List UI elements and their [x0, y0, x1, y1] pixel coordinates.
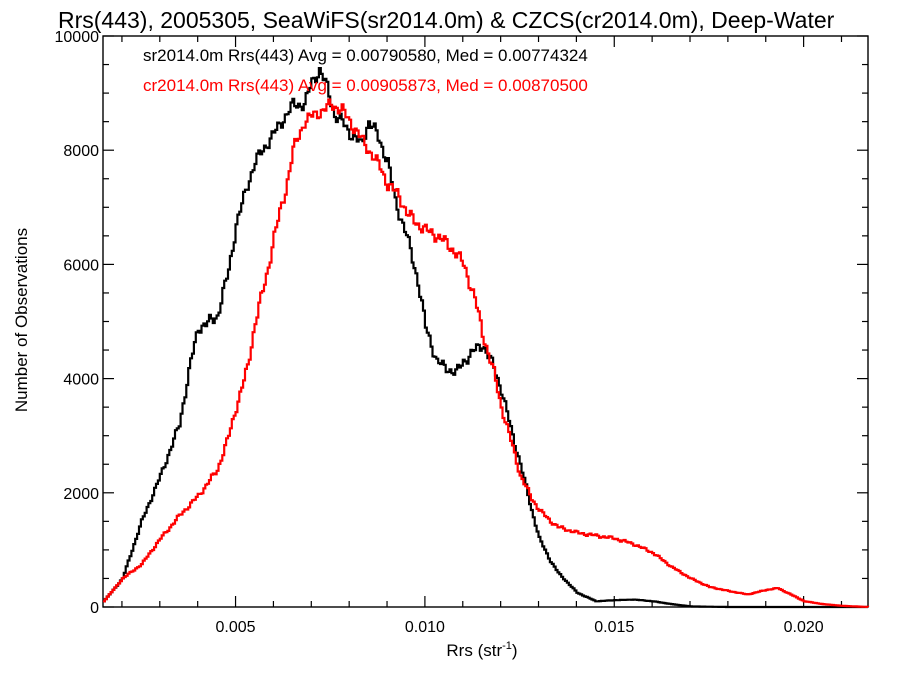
- series-line-2: [103, 98, 870, 608]
- y-tick-label: 2000: [63, 486, 99, 503]
- axis-ticks: [103, 35, 868, 608]
- legend-entry-2: cr2014.0m Rrs(443) Avg = 0.00905873, Med…: [143, 76, 588, 95]
- series-line-1: [103, 67, 868, 609]
- x-tick-label: 0.005: [216, 619, 256, 636]
- y-tick-label: 10000: [55, 29, 100, 46]
- x-tick-label: 0.020: [784, 619, 824, 636]
- legend: sr2014.0m Rrs(443) Avg = 0.00790580, Med…: [143, 46, 588, 95]
- plot-frame: [102, 35, 869, 608]
- y-axis-label: Number of Observations: [12, 228, 31, 412]
- x-tick-label: 0.010: [405, 619, 445, 636]
- legend-entry-1: sr2014.0m Rrs(443) Avg = 0.00790580, Med…: [143, 46, 588, 65]
- chart-title: Rrs(443), 2005305, SeaWiFS(sr2014.0m) & …: [58, 7, 835, 33]
- x-axis-label: Rrs (str-1): [446, 640, 517, 660]
- y-tick-label: 0: [90, 600, 99, 617]
- x-tick-label: 0.015: [594, 619, 634, 636]
- y-tick-labels: 0 2000 4000 6000 8000 10000: [55, 29, 100, 617]
- y-tick-label: 4000: [63, 372, 99, 389]
- x-tick-labels: 0.005 0.010 0.015 0.020: [216, 619, 824, 636]
- y-tick-label: 8000: [63, 143, 99, 160]
- y-tick-label: 6000: [63, 257, 99, 274]
- series-lines: [103, 67, 870, 609]
